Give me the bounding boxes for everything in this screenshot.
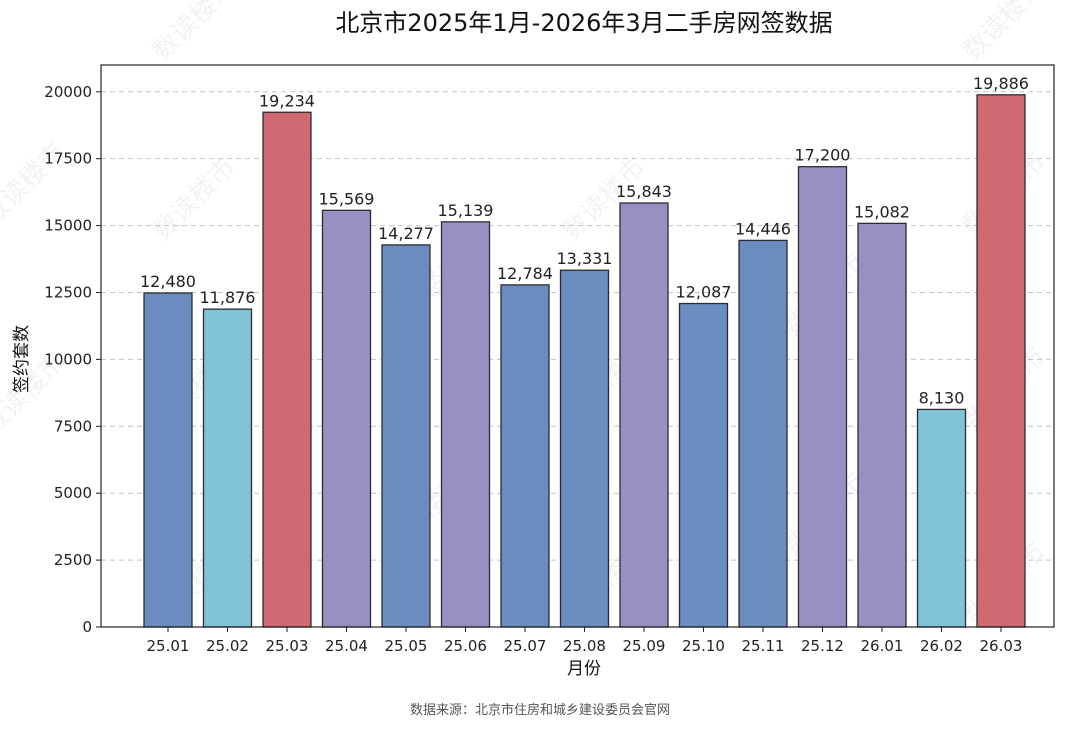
- bar-value-label: 8,130: [919, 388, 965, 407]
- bar-value-label: 17,200: [795, 146, 851, 165]
- bar: [916, 408, 967, 628]
- x-tick-label: 25.09: [623, 637, 666, 655]
- bar-value-label: 15,139: [438, 201, 494, 220]
- bar-value-label: 12,480: [140, 272, 196, 291]
- data-source-note: 数据来源：北京市住房和城乡建设委员会官网: [410, 702, 670, 718]
- x-tick-label: 25.07: [504, 637, 547, 655]
- x-axis-label: 月份: [567, 659, 601, 679]
- y-tick-label: 10000: [44, 350, 92, 368]
- y-axis-label: 签约套数: [12, 325, 32, 393]
- chart-title: 北京市2025年1月-2026年3月二手房网签数据: [335, 9, 832, 37]
- watermark-text: 数读楼市: [957, 0, 1052, 67]
- y-tick-label: 17500: [44, 150, 92, 168]
- bar-value-label: 19,234: [259, 91, 315, 110]
- bar: [678, 302, 729, 628]
- x-tick-label: 25.10: [682, 637, 725, 655]
- plot-frame: [100, 64, 1055, 628]
- bar-value-label: 11,876: [200, 288, 256, 307]
- bar-value-label: 14,277: [378, 224, 434, 243]
- bar: [143, 292, 193, 628]
- bar: [857, 222, 907, 628]
- y-tick-label: 5000: [54, 484, 92, 502]
- x-tick-label: 25.04: [325, 637, 368, 655]
- y-axis-ticks: 0 2500 5000 7500 10000 12500 15000 17500 20000: [44, 83, 101, 636]
- bar-value-label: 19,886: [973, 74, 1029, 93]
- y-tick-label: 12500: [44, 283, 92, 301]
- bar-value-label: 13,331: [557, 249, 613, 268]
- bar: [619, 202, 669, 628]
- x-tick-label: 25.01: [147, 637, 190, 655]
- bar: [440, 221, 491, 628]
- bar-value-label: 14,446: [735, 219, 791, 238]
- x-tick-label: 25.06: [444, 637, 487, 655]
- x-tick-label: 25.05: [385, 637, 428, 655]
- x-tick-label: 25.08: [563, 637, 606, 655]
- y-tick-label: 20000: [44, 83, 92, 101]
- bar-value-label: 12,784: [497, 264, 553, 283]
- y-tick-label: 2500: [54, 551, 92, 569]
- y-tick-label: 15000: [44, 217, 92, 235]
- bar-value-label: 12,087: [676, 283, 732, 302]
- bar-value-label: 15,082: [854, 202, 910, 221]
- x-tick-label: 25.02: [206, 637, 249, 655]
- bar: [976, 94, 1026, 628]
- x-tick-label: 25.03: [266, 637, 309, 655]
- bar: [559, 269, 610, 628]
- x-tick-label: 26.01: [861, 637, 904, 655]
- y-tick-label: 7500: [54, 417, 92, 435]
- bar: [500, 284, 550, 628]
- x-axis-ticks: 25.01 25.02 25.03 25.04 25.05 25.06 25.07 25.08…: [147, 627, 1023, 655]
- bar: [381, 244, 431, 628]
- y-tick-label: 0: [82, 618, 92, 636]
- bar: [262, 111, 312, 628]
- bar: [321, 209, 372, 628]
- bar: [738, 239, 788, 628]
- x-tick-label: 26.02: [920, 637, 963, 655]
- bar-value-label: 15,843: [616, 182, 672, 201]
- x-tick-label: 25.12: [801, 637, 844, 655]
- x-tick-label: 25.11: [742, 637, 785, 655]
- watermark-text: 数读楼市: [147, 0, 242, 67]
- watermark-text: 数读楼市: [147, 152, 242, 247]
- bar: [797, 166, 848, 628]
- x-tick-label: 26.03: [980, 637, 1023, 655]
- bar-value-label: 15,569: [319, 189, 375, 208]
- bar: [202, 308, 253, 628]
